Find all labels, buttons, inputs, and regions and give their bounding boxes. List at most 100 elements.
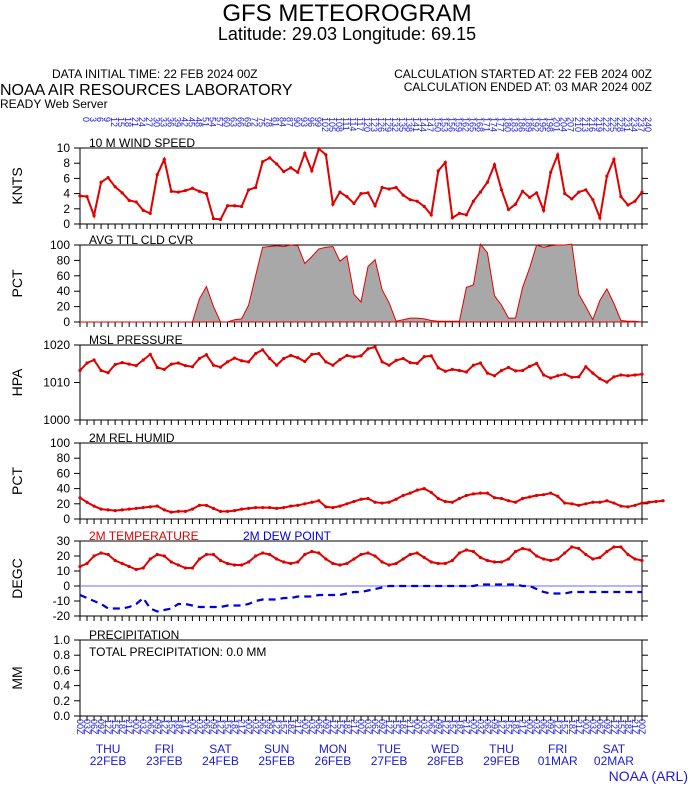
utc-hour-label: 09Z bbox=[546, 719, 556, 735]
data-point bbox=[275, 506, 279, 510]
dewpoint-legend: 2M DEW POINT bbox=[243, 529, 332, 543]
data-point bbox=[570, 197, 574, 201]
forecast-hour-label: 102 bbox=[320, 117, 330, 132]
utc-hour-label: 06Z bbox=[89, 719, 99, 735]
data-point bbox=[211, 217, 216, 221]
utc-hour-label: 12Z bbox=[609, 719, 619, 735]
forecast-hour-label: 27 bbox=[144, 117, 154, 127]
y-tick-label: 4 bbox=[63, 187, 70, 201]
y-tick-label: 20 bbox=[57, 497, 71, 511]
data-point bbox=[605, 380, 609, 384]
data-point bbox=[577, 546, 581, 551]
data-point bbox=[542, 373, 546, 377]
data-point bbox=[85, 195, 89, 199]
data-point bbox=[92, 554, 96, 558]
data-point bbox=[513, 500, 518, 504]
data-point bbox=[387, 500, 391, 504]
data-point bbox=[92, 504, 96, 508]
utc-hour-label: 15Z bbox=[223, 719, 233, 735]
forecast-hour-label: 195 bbox=[538, 117, 548, 132]
data-point bbox=[492, 496, 497, 500]
forecast-hour-label: 135 bbox=[397, 117, 407, 132]
forecast-hour-label: 189 bbox=[524, 117, 534, 132]
y-tick-label: 20 bbox=[57, 300, 71, 314]
forecast-hour-label: 138 bbox=[404, 117, 414, 132]
data-point bbox=[549, 491, 553, 495]
data-point bbox=[275, 557, 279, 561]
y-tick-label: 0.6 bbox=[53, 663, 70, 677]
data-point bbox=[513, 549, 518, 554]
forecast-hour-label: 153 bbox=[439, 117, 449, 132]
panel-title: AVG TTL CLD CVR bbox=[89, 233, 194, 247]
data-point bbox=[183, 364, 187, 368]
utc-hour-label: 03Z bbox=[307, 719, 317, 735]
utc-hour-label: 06Z bbox=[539, 719, 549, 735]
data-point bbox=[499, 560, 504, 564]
data-point bbox=[380, 360, 384, 364]
data-point bbox=[640, 190, 644, 194]
data-point bbox=[268, 552, 272, 557]
panel-title: MSL PRESSURE bbox=[89, 333, 183, 347]
data-point bbox=[535, 554, 539, 558]
cloud-cover-area bbox=[80, 243, 643, 323]
total-precipitation-annotation: TOTAL PRECIPITATION: 0.0 MM bbox=[89, 645, 266, 659]
data-point bbox=[619, 504, 623, 508]
forecast-hour-label: 144 bbox=[418, 117, 428, 132]
data-point bbox=[591, 371, 595, 375]
data-point bbox=[282, 356, 286, 361]
data-point bbox=[422, 487, 426, 491]
y-tick-label: 1010 bbox=[43, 376, 70, 390]
data-point bbox=[619, 545, 623, 549]
data-point bbox=[106, 176, 110, 180]
data-point bbox=[204, 192, 209, 196]
forecast-hour-label: 240 bbox=[643, 117, 653, 132]
data-point bbox=[289, 504, 293, 508]
data-point bbox=[345, 561, 349, 566]
data-point bbox=[331, 506, 335, 510]
data-point bbox=[520, 189, 525, 193]
data-point bbox=[106, 508, 110, 512]
forecast-hour-label: 168 bbox=[474, 117, 484, 132]
utc-hour-label: 03Z bbox=[532, 719, 542, 735]
utc-hour-label: 09Z bbox=[152, 719, 162, 735]
data-point bbox=[464, 213, 468, 217]
utc-hour-label: 12Z bbox=[216, 719, 226, 735]
data-point bbox=[120, 191, 124, 195]
data-point bbox=[373, 554, 377, 558]
data-point bbox=[197, 503, 202, 507]
data-point bbox=[520, 496, 525, 501]
date-label: 02MAR bbox=[594, 754, 634, 768]
y-tick-label: 0.8 bbox=[53, 648, 70, 662]
data-point bbox=[436, 169, 440, 173]
data-point bbox=[478, 361, 483, 365]
data-point bbox=[429, 213, 433, 217]
data-point bbox=[556, 374, 560, 378]
data-point bbox=[577, 375, 581, 379]
data-point bbox=[415, 199, 419, 203]
temperature-legend: 2M TEMPERATURE bbox=[89, 529, 199, 543]
data-point bbox=[239, 563, 244, 567]
data-point bbox=[324, 153, 328, 157]
data-point bbox=[317, 551, 321, 555]
data-point bbox=[443, 160, 447, 165]
data-point bbox=[113, 185, 117, 189]
panel-title: 2M REL HUMID bbox=[89, 431, 175, 445]
data-point bbox=[275, 162, 279, 166]
forecast-hour-label: 147 bbox=[425, 117, 435, 132]
forecast-hour-label: 207 bbox=[566, 117, 576, 132]
forecast-hour-label: 48 bbox=[193, 117, 203, 127]
data-point bbox=[232, 204, 237, 208]
data-point bbox=[352, 499, 356, 504]
data-point bbox=[303, 151, 307, 155]
forecast-hour-label: 159 bbox=[453, 117, 463, 132]
data-point bbox=[619, 373, 623, 377]
utc-hour-label: 09Z bbox=[602, 719, 612, 735]
data-point bbox=[225, 204, 230, 208]
forecast-hour-label: 84 bbox=[278, 117, 288, 127]
utc-hour-label: 09Z bbox=[433, 719, 443, 735]
utc-hour-label: 21Z bbox=[237, 719, 247, 735]
data-point bbox=[457, 211, 461, 215]
data-point bbox=[605, 499, 609, 503]
y-axis-label: PCT bbox=[9, 269, 25, 297]
data-point bbox=[134, 200, 138, 204]
